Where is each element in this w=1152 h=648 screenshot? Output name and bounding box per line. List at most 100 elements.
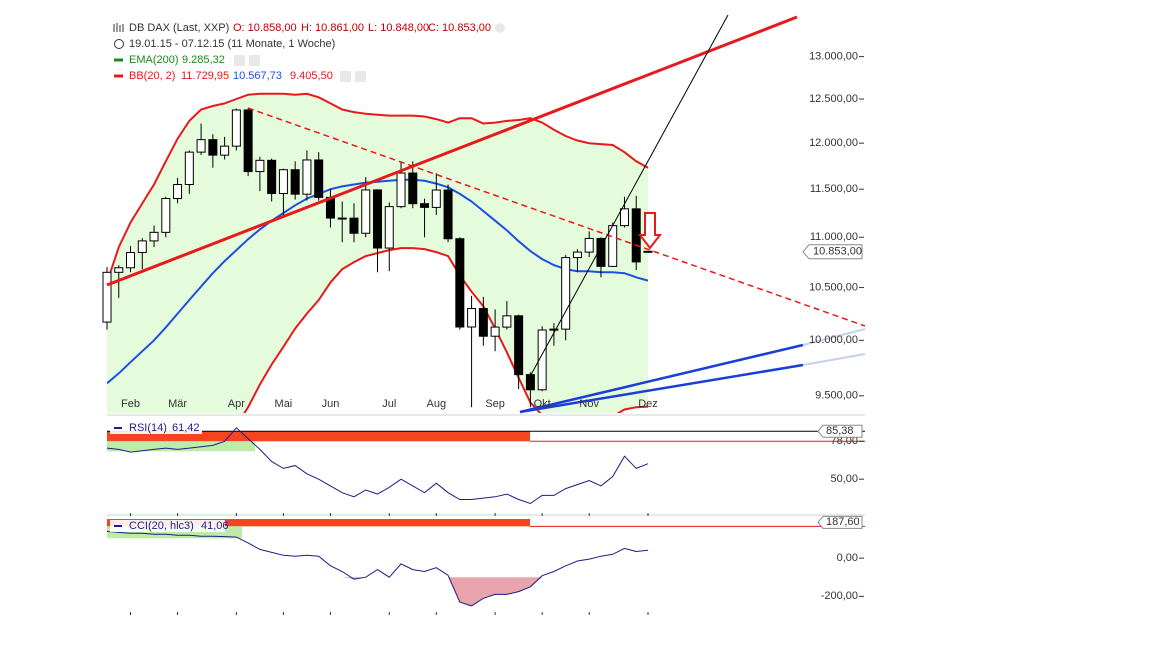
candle-body <box>572 251 582 259</box>
candle-body <box>184 151 194 185</box>
candle-body <box>537 329 547 391</box>
candle-body <box>396 172 406 208</box>
candle-body <box>161 198 171 233</box>
y-tick-label: 10.500,00 <box>809 281 858 293</box>
trendlines <box>106 14 866 414</box>
chart-title: DB DAX (Last, XXP) <box>129 22 229 34</box>
band-line <box>107 92 649 283</box>
candle-body <box>267 159 277 195</box>
candle-body <box>373 189 382 249</box>
y-tick-label: 11.000,00 <box>810 231 858 243</box>
icon <box>355 71 366 82</box>
candle-body <box>596 237 606 267</box>
icon <box>114 39 124 49</box>
icon <box>495 23 505 33</box>
zone <box>107 519 530 527</box>
trendline <box>247 107 866 327</box>
ohlc-close: C: 10.853,00 <box>428 22 491 34</box>
shade <box>107 577 648 606</box>
candle-body <box>584 237 594 253</box>
candle-body <box>619 208 629 227</box>
candle-body <box>490 326 500 337</box>
x-tick-label: Apr <box>228 398 245 410</box>
indicator-value: 61,42 <box>172 422 200 434</box>
band-line <box>107 178 649 385</box>
price-marker-label: 10.853,00 <box>813 246 862 258</box>
candle-body <box>431 189 441 208</box>
candle-body <box>561 257 571 330</box>
trendline <box>526 14 729 383</box>
value-marker <box>817 515 863 529</box>
y-tick-label: 50,00 <box>830 473 858 485</box>
icon <box>340 71 351 82</box>
legend-bg <box>110 422 202 434</box>
y-tick-label: -200,00 <box>821 590 858 602</box>
candles <box>102 108 653 408</box>
candle-body <box>361 189 371 234</box>
x-tick-label: Nov <box>579 398 599 410</box>
cci-panel: -200,00 0,00 187,60 CCI(20, hlc3) 41,06 <box>106 515 865 607</box>
indicator-title: CCI(20, hlc3) <box>129 520 194 532</box>
trendline <box>519 363 804 414</box>
trendline <box>106 15 798 287</box>
y-tick-label: 12.000,00 <box>809 137 858 149</box>
x-tick-label: Sep <box>485 398 505 410</box>
candle-body <box>549 328 559 331</box>
value-marker-label: 85,38 <box>826 425 854 437</box>
x-tick-label: Okt <box>534 398 551 410</box>
candle-body <box>455 238 465 328</box>
legend-value: 9.405,50 <box>290 70 333 82</box>
candle-body <box>502 315 512 328</box>
candle-body <box>243 109 253 173</box>
x-tick-label: Dez <box>638 398 658 410</box>
candle-body <box>478 308 488 337</box>
trendline <box>802 328 866 346</box>
legend-bg <box>110 520 225 532</box>
candle-body <box>384 206 394 249</box>
candle-body <box>102 271 112 323</box>
candle-body <box>196 139 206 153</box>
icon <box>249 55 260 66</box>
price-marker <box>802 244 863 260</box>
candle-body <box>525 374 535 391</box>
candle-body <box>126 252 136 269</box>
trendline <box>802 353 866 366</box>
zone <box>107 441 255 452</box>
ohlc-high: H: 10.861,00 <box>301 22 364 34</box>
candle-body <box>231 109 241 147</box>
icon <box>234 55 245 66</box>
indicator-title: RSI(14) <box>129 422 167 434</box>
candle-body <box>220 145 230 156</box>
candle-body <box>420 203 430 208</box>
candle-body <box>173 183 183 200</box>
subtitle: 19.01.15 - 07.12.15 (11 Monate, 1 Woche) <box>129 38 335 50</box>
candle-body <box>643 250 653 253</box>
icon <box>113 23 124 32</box>
arrow <box>637 212 663 250</box>
zone <box>107 431 530 442</box>
candle-body <box>290 169 300 195</box>
ohlc-low: L: 10.848,00 <box>368 22 429 34</box>
candle-body <box>278 169 288 195</box>
candle-body <box>114 267 124 273</box>
candle-body <box>137 240 147 254</box>
y-tick-label: 12.500,00 <box>809 93 858 105</box>
candle-body <box>467 308 477 328</box>
x-tick-label: Mär <box>168 398 187 410</box>
legend-label: BB(20, 2) <box>129 70 175 82</box>
candle-body <box>337 217 347 220</box>
x-tick-label: Jul <box>382 398 396 410</box>
candle-body <box>302 159 312 195</box>
legend-value: 9.285,32 <box>182 54 225 66</box>
band-fill <box>107 93 648 413</box>
header: DB DAX (Last, XXP) O: 10.858,00 H: 10.86… <box>113 22 505 82</box>
legend-value: 10.567,73 <box>233 70 282 82</box>
y-tick-label: 78,00 <box>830 435 858 447</box>
candle-body <box>255 159 265 173</box>
value-marker-label: 187,60 <box>826 516 860 528</box>
x-tick-label: Aug <box>427 398 447 410</box>
value-marker <box>817 424 863 438</box>
ohlc-open: O: 10.858,00 <box>233 22 297 34</box>
